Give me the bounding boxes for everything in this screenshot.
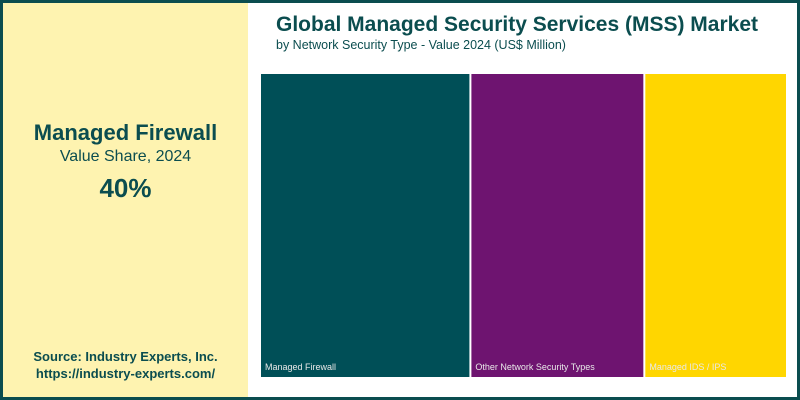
chart-subtitle: by Network Security Type - Value 2024 (U… [276, 38, 566, 52]
chart-title: Global Managed Security Services (MSS) M… [276, 13, 758, 36]
source-url[interactable]: https://industry-experts.com/ [35, 366, 216, 381]
highlight-label: Value Share, 2024 [59, 148, 192, 165]
highlight-segment: Managed Firewall [33, 120, 218, 145]
highlight-panel: Managed Firewall Value Share, 2024 40% S… [3, 3, 248, 397]
tile-2 [645, 74, 786, 377]
source-text: Source: Industry Experts, Inc. [33, 349, 218, 364]
source: Source: Industry Experts, Inc. https://i… [3, 348, 248, 382]
tile-label: Managed Firewall [265, 362, 336, 372]
tile-0 [261, 74, 470, 377]
tile-1 [471, 74, 644, 377]
highlight-value: 40% [99, 173, 152, 203]
tile-label: Managed IDS / IPS [649, 362, 726, 372]
tile-label: Other Network Security Types [475, 362, 595, 372]
